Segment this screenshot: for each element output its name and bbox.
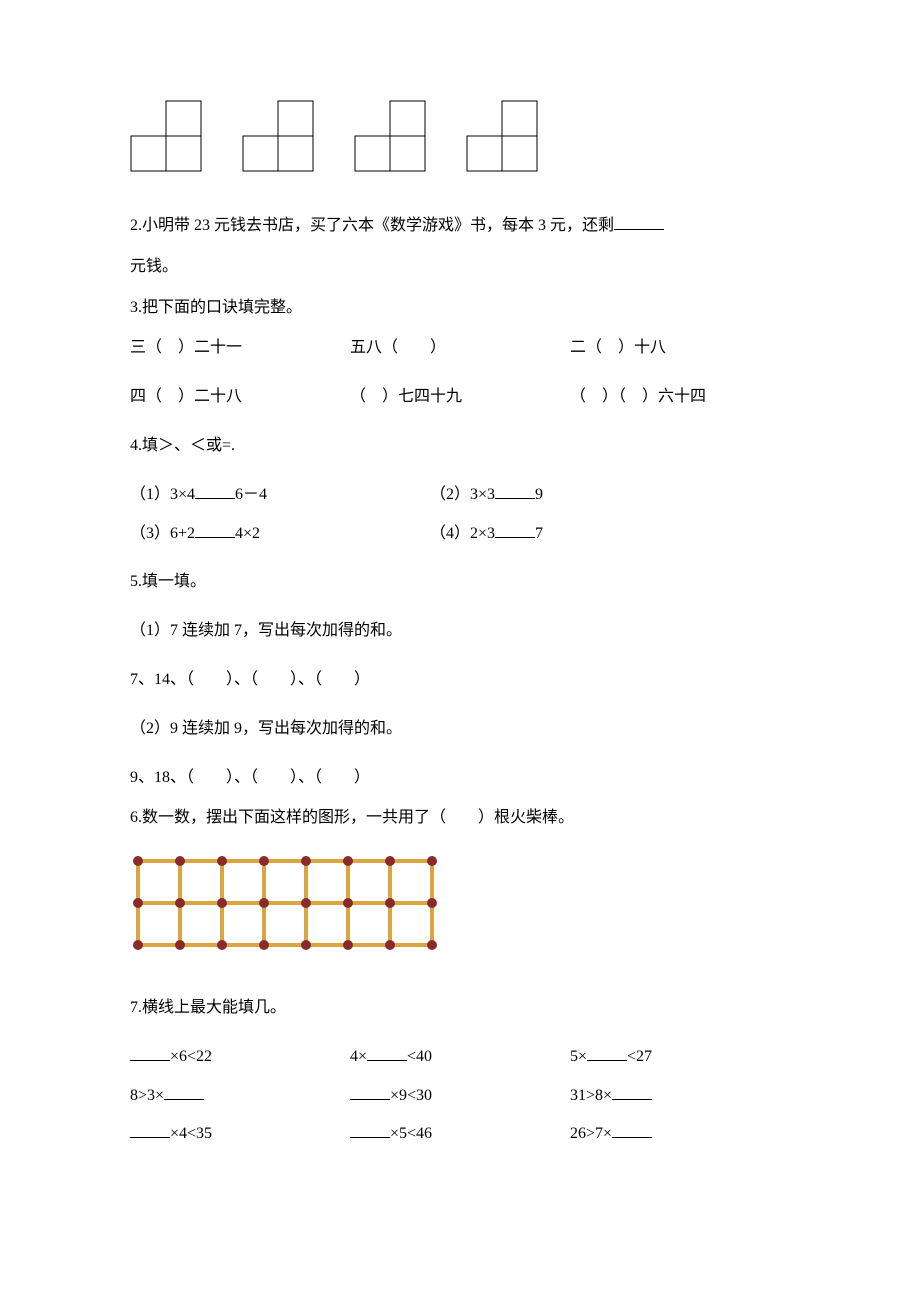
q7-text: <27 (627, 1048, 652, 1065)
q7-row-3: ×4<35 ×5<46 26>7× (130, 1120, 790, 1149)
l-shape-2 (242, 100, 314, 172)
q7-r3c1: ×4<35 (130, 1120, 350, 1149)
q4-p1: （1）3×4 6－4 (130, 481, 430, 510)
q7-blank[interactable] (587, 1045, 627, 1061)
question-4-title: 4.填＞、＜或=. (130, 432, 790, 461)
q4-row-1: （1）3×4 6－4 （2）3×3 9 (130, 481, 790, 510)
q7-blank[interactable] (164, 1084, 204, 1100)
q7-r1c2: 4× <40 (350, 1043, 570, 1072)
q5-seq2: 9、18、（ ）、（ ）、（ ） (130, 764, 790, 793)
square-shapes-row (130, 100, 790, 172)
question-3-title: 3.把下面的口诀填完整。 (130, 294, 790, 323)
q3-r2c3: （ ）（ ）六十四 (570, 383, 790, 412)
l-shape-4 (466, 100, 538, 172)
q7-r1c1: ×6<22 (130, 1043, 350, 1072)
q7-r2c1: 8>3× (130, 1082, 350, 1111)
q4-p4a: （4）2×3 (430, 525, 495, 542)
question-2: 2.小明带 23 元钱去书店，买了六本《数学游戏》书，每本 3 元，还剩 (130, 212, 790, 241)
q4-p2a: （2）3×3 (430, 486, 495, 503)
q5-seq1: 7、14、（ ）、（ ）、（ ） (130, 666, 790, 695)
q2-text-a: 2.小明带 23 元钱去书店，买了六本《数学游戏》书，每本 3 元，还剩 (130, 217, 614, 234)
q7-r2c2: ×9<30 (350, 1082, 570, 1111)
q7-r3c3: 26>7× (570, 1120, 790, 1149)
q4-p3a: （3）6+2 (130, 525, 195, 542)
q4-p2-blank[interactable] (495, 483, 535, 499)
q7-text: ×4<35 (170, 1125, 212, 1142)
q3-row-2: 四（ ）二十八 （ ）七四十九 （ ）（ ）六十四 (130, 383, 790, 412)
q2-text-b: 元钱。 (130, 258, 178, 275)
q7-blank[interactable] (350, 1084, 390, 1100)
l-shape-3 (354, 100, 426, 172)
q7-r2c3: 31>8× (570, 1082, 790, 1111)
q4-p1a: （1）3×4 (130, 486, 195, 503)
q5-sub1: （1）7 连续加 7，写出每次加得的和。 (130, 617, 790, 646)
q7-blank[interactable] (130, 1045, 170, 1061)
q4-p3-blank[interactable] (195, 522, 235, 538)
q2-blank[interactable] (614, 214, 664, 230)
matchstick-figure (130, 853, 790, 964)
q3-r1c3: 二（ ）十八 (570, 334, 790, 363)
q7-blank[interactable] (350, 1122, 390, 1138)
q7-text: 4× (350, 1048, 367, 1065)
q2-line2: 元钱。 (130, 253, 790, 282)
l-shape-1 (130, 100, 202, 172)
question-5-title: 5.填一填。 (130, 568, 790, 597)
q7-text: 31>8× (570, 1087, 612, 1104)
q5-sub2: （2）9 连续加 9，写出每次加得的和。 (130, 715, 790, 744)
q7-r3c2: ×5<46 (350, 1120, 570, 1149)
q7-text: 26>7× (570, 1125, 612, 1142)
q4-p3b: 4×2 (235, 525, 260, 542)
q4-p1b: 6－4 (235, 486, 267, 503)
matchstick-svg (130, 853, 440, 953)
q3-r1c2: 五八（ ） (350, 334, 570, 363)
q3-r2c2: （ ）七四十九 (350, 383, 570, 412)
q7-row-2: 8>3× ×9<30 31>8× (130, 1082, 790, 1111)
q7-blank[interactable] (367, 1045, 407, 1061)
q3-r1c1: 三（ ）二十一 (130, 334, 350, 363)
q7-text: ×9<30 (390, 1087, 432, 1104)
q7-r1c3: 5× <27 (570, 1043, 790, 1072)
q4-p1-blank[interactable] (195, 483, 235, 499)
question-6-title: 6.数一数，摆出下面这样的图形，一共用了（ ）根火柴棒。 (130, 804, 790, 833)
q7-text: <40 (407, 1048, 432, 1065)
q7-text: 5× (570, 1048, 587, 1065)
q7-row-1: ×6<22 4× <40 5× <27 (130, 1043, 790, 1072)
q4-p2: （2）3×3 9 (430, 481, 690, 510)
q3-r2c1: 四（ ）二十八 (130, 383, 350, 412)
q4-row-2: （3）6+2 4×2 （4）2×3 7 (130, 520, 790, 549)
q4-p4b: 7 (535, 525, 543, 542)
question-7-title: 7.横线上最大能填几。 (130, 994, 790, 1023)
q7-blank[interactable] (130, 1122, 170, 1138)
q7-text: 8>3× (130, 1087, 164, 1104)
q7-text: ×6<22 (170, 1048, 212, 1065)
q7-blank[interactable] (612, 1122, 652, 1138)
q4-p2b: 9 (535, 486, 543, 503)
q4-p4: （4）2×3 7 (430, 520, 690, 549)
q7-text: ×5<46 (390, 1125, 432, 1142)
q7-blank[interactable] (612, 1084, 652, 1100)
q3-row-1: 三（ ）二十一 五八（ ） 二（ ）十八 (130, 334, 790, 363)
q4-p3: （3）6+2 4×2 (130, 520, 430, 549)
q4-p4-blank[interactable] (495, 522, 535, 538)
